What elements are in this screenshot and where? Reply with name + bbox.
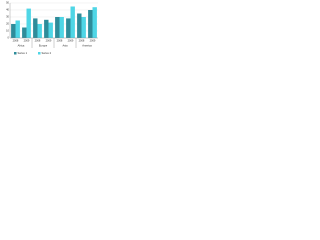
legend-label: Series 1: [18, 51, 28, 55]
bar: [33, 18, 38, 38]
group-label: Europe: [39, 44, 48, 48]
bar: [55, 17, 60, 38]
x-tick-label: 2008: [57, 39, 63, 43]
legend-label: Series 2: [42, 51, 52, 55]
bar: [15, 20, 20, 38]
group-label: Africa: [18, 44, 25, 48]
y-tick-label: 10: [6, 29, 9, 33]
y-tick-label: 20: [6, 22, 9, 26]
y-tick-label: 0: [8, 36, 10, 40]
chart: 0 10 20 30 40 50 2008 2009 2008 2009 2008 2009 2008 2…: [6, 1, 98, 55]
legend-swatch: [38, 52, 41, 55]
legend-swatch: [14, 52, 17, 55]
x-tick-label: 2009: [68, 39, 74, 43]
x-tick-label: 2009: [90, 39, 96, 43]
bar: [92, 7, 97, 38]
x-tick-label: 2008: [35, 39, 41, 43]
bar: [22, 27, 27, 38]
bar: [11, 24, 16, 38]
bar: [77, 13, 82, 38]
x-tick-label: 2008: [13, 39, 19, 43]
y-tick-label: 50: [6, 1, 9, 5]
bar: [66, 18, 71, 38]
bar: [70, 6, 75, 38]
bar: [48, 22, 53, 38]
page: {"chart_data": {"type": "bar", "categori…: [0, 0, 320, 61]
bar: [37, 24, 42, 38]
y-tick-label: 30: [6, 15, 9, 19]
bar: [44, 19, 49, 38]
bar: [81, 17, 86, 38]
y-tick-label: 40: [6, 8, 9, 12]
group-label: Asia: [62, 44, 68, 48]
x-tick-label: 2009: [46, 39, 52, 43]
x-tick-label: 2009: [24, 39, 30, 43]
x-tick-label: 2008: [79, 39, 85, 43]
bar: [88, 10, 93, 38]
bar: [59, 17, 64, 38]
bar: [26, 8, 31, 38]
group-label: America: [82, 44, 92, 48]
